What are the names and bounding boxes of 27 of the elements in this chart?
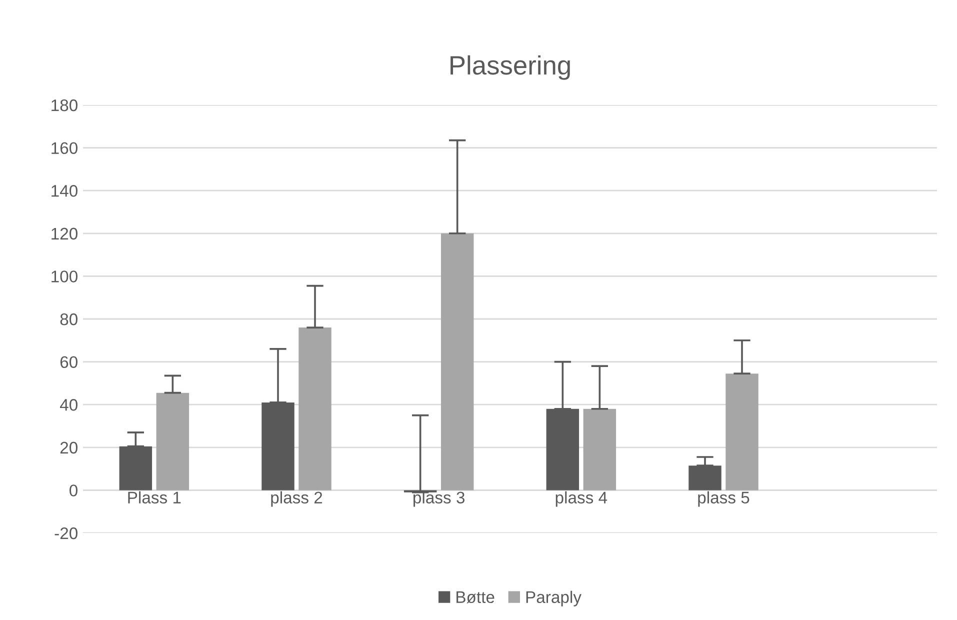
y-tick-label: 160 [52, 142, 78, 154]
x-tick-label: plass 4 [556, 491, 608, 507]
y-tick-label: -20 [54, 527, 78, 540]
y-tick-label: 80 [60, 313, 78, 326]
bar [262, 402, 294, 490]
y-tick-label: 120 [52, 228, 78, 240]
y-tick-label: 180 [52, 99, 78, 112]
x-tick-label: Plass 1 [128, 491, 181, 504]
bar [298, 328, 332, 490]
x-tick-label: plass 5 [698, 491, 750, 507]
y-tick-label: 60 [60, 356, 78, 368]
y-tick-label: 100 [52, 270, 78, 282]
chart-title: Plassering [450, 55, 570, 80]
y-tick-label: 20 [60, 442, 78, 454]
bar [156, 392, 190, 490]
y-tick-label: 0 [70, 484, 78, 496]
x-tick-label: plass 3 [414, 491, 465, 507]
bar [440, 233, 474, 490]
y-tick-label: 40 [60, 399, 78, 411]
bar [726, 374, 758, 490]
bar [583, 408, 616, 490]
x-tick-label: plass 2 [271, 491, 322, 507]
legend-label: Bøtte [456, 591, 494, 604]
y-tick-label: 140 [52, 185, 78, 197]
legend-label: Paraply [526, 590, 582, 606]
bar [688, 466, 722, 490]
bar [546, 408, 580, 490]
